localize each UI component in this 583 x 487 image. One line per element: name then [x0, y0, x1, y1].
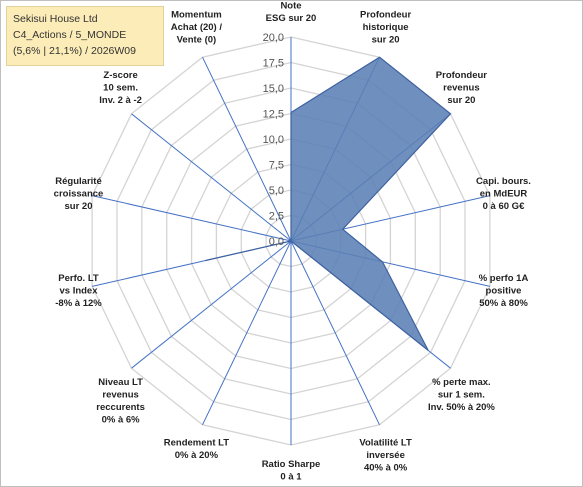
title-category: C4_Actions / 5_MONDE — [13, 29, 127, 41]
axis-label-line: revenus — [443, 83, 479, 94]
axis-label-12: Z-score 10 sem. Inv. 2 à -2 — [99, 70, 142, 106]
axis-label-line: Rendement LT — [164, 437, 229, 448]
axis-label-line: inversée — [366, 450, 405, 461]
axis-label-10: Perfo. LT vs Index -8% à 12% — [55, 273, 102, 309]
axis-label-4: % perfo 1A positive 50% à 80% — [479, 273, 529, 309]
spoke-9 — [131, 240, 292, 369]
axis-label-3: Capi. bours. en MdEUR 0 à 60 G€ — [476, 176, 531, 212]
axis-label-line: Z-score — [103, 70, 137, 81]
spoke-11 — [91, 195, 292, 242]
tick-label-4: 10,0 — [263, 134, 284, 146]
axis-label-line: en MdEUR — [480, 189, 528, 200]
axis-label-line: sur 20 — [447, 95, 475, 106]
tick-label-7: 17,5 — [263, 58, 284, 70]
axis-label-line: ESG sur 20 — [266, 13, 317, 24]
axis-label-line: 50% à 80% — [479, 298, 528, 309]
axis-label-line: Profondeur — [436, 70, 487, 81]
data-area — [205, 56, 452, 351]
axis-label-line: Perfo. LT — [58, 273, 99, 284]
axis-label-line: reccurents — [96, 402, 145, 413]
axis-label-line: sur 20 — [372, 35, 400, 46]
axis-label-2: Profondeur revenus sur 20 — [436, 70, 487, 106]
axis-label-line: sur 20 — [65, 201, 93, 212]
axis-label-line: positive — [486, 286, 522, 297]
axis-label-line: Achat (20) / — [171, 22, 223, 33]
axis-label-0: Note ESG sur 20 — [266, 1, 317, 25]
axis-label-line: Inv. 50% à 20% — [428, 402, 495, 413]
axis-label-6: Volatilité LT inversée 40% à 0% — [359, 437, 412, 473]
spoke-6 — [290, 240, 380, 426]
tick-label-0: 0,0 — [269, 236, 284, 248]
axis-label-line: Capi. bours. — [476, 176, 531, 187]
spoke-12 — [131, 113, 292, 242]
axis-label-1: Profondeur historique sur 20 — [360, 10, 411, 46]
axis-label-line: historique — [363, 22, 409, 33]
axis-label-line: revenus — [102, 389, 138, 400]
axis-label-line: Ratio Sharpe — [262, 459, 321, 470]
axis-label-line: % perfo 1A — [479, 273, 529, 284]
axis-label-13: Momentum Achat (20) / Vente (0) — [171, 10, 223, 46]
axis-label-line: Vente (0) — [177, 35, 217, 46]
spoke-13 — [202, 56, 292, 242]
tick-label-3: 7,5 — [269, 160, 284, 172]
axis-label-line: 0% à 20% — [175, 450, 219, 461]
axis-label-line: Note — [280, 1, 301, 12]
tick-label-6: 15,0 — [263, 83, 284, 95]
tick-label-2: 5,0 — [269, 185, 284, 197]
axis-label-line: 0 à 60 G€ — [483, 201, 525, 212]
axis-label-5: % perte max. sur 1 sem. Inv. 50% à 20% — [428, 377, 495, 413]
tick-label-5: 12,5 — [263, 109, 284, 121]
axis-label-line: 0 à 1 — [280, 472, 302, 483]
axis-label-7: Ratio Sharpe 0 à 1 — [262, 459, 321, 483]
axis-label-11: Régularité croissance sur 20 — [54, 176, 104, 212]
title-company: Sekisui House Ltd — [13, 13, 98, 25]
chart-title-box: Sekisui House Ltd C4_Actions / 5_MONDE (… — [6, 6, 164, 66]
axis-label-line: sur 1 sem. — [438, 389, 485, 400]
axis-label-line: Niveau LT — [98, 377, 143, 388]
axis-label-line: Momentum — [171, 10, 222, 21]
axis-label-line: vs Index — [59, 286, 98, 297]
axis-label-line: -8% à 12% — [55, 298, 102, 309]
axis-label-line: Volatilité LT — [359, 437, 412, 448]
axis-label-line: croissance — [54, 189, 104, 200]
axis-label-line: Inv. 2 à -2 — [99, 95, 142, 106]
title-stats: (5,6% | 21,1%) / 2026W09 — [13, 45, 136, 57]
axis-label-line: Régularité — [55, 176, 101, 187]
axis-label-line: 0% à 6% — [102, 414, 141, 425]
axis-label-8: Rendement LT 0% à 20% — [164, 437, 229, 461]
tick-label-1: 2,5 — [269, 211, 284, 223]
axis-label-line: % perte max. — [432, 377, 491, 388]
axis-label-line: 40% à 0% — [364, 462, 408, 473]
spoke-8 — [202, 240, 292, 426]
tick-label-8: 20,0 — [263, 32, 284, 44]
axis-label-line: 10 sem. — [103, 83, 138, 94]
axis-label-9: Niveau LT revenus reccurents 0% à 6% — [96, 377, 145, 426]
axis-label-line: Profondeur — [360, 10, 411, 21]
